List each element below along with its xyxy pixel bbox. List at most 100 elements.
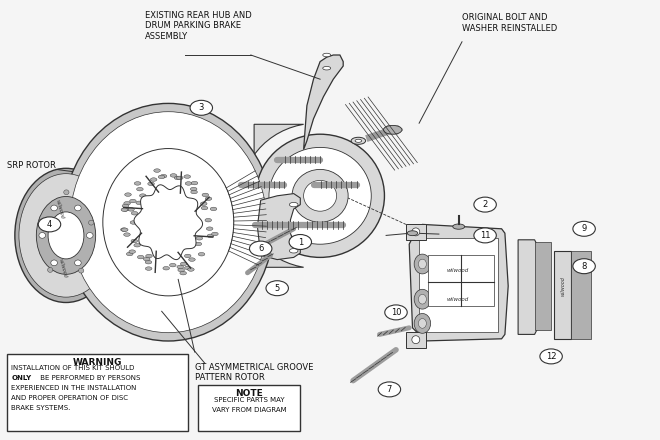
Polygon shape [571, 251, 591, 339]
Ellipse shape [412, 336, 420, 344]
Text: 3: 3 [199, 103, 204, 112]
Ellipse shape [418, 259, 426, 269]
Ellipse shape [170, 174, 177, 177]
Ellipse shape [304, 180, 337, 211]
Ellipse shape [36, 197, 96, 274]
Ellipse shape [269, 147, 371, 244]
Ellipse shape [407, 231, 418, 236]
Ellipse shape [198, 253, 205, 256]
Circle shape [474, 228, 496, 243]
Polygon shape [383, 126, 393, 130]
FancyBboxPatch shape [7, 354, 188, 431]
Ellipse shape [323, 66, 331, 70]
Ellipse shape [418, 319, 426, 328]
Text: WARNING: WARNING [73, 358, 122, 367]
Ellipse shape [185, 266, 191, 270]
Circle shape [249, 241, 272, 256]
Ellipse shape [139, 194, 146, 198]
Ellipse shape [255, 134, 384, 257]
Circle shape [573, 259, 595, 274]
Polygon shape [393, 130, 403, 134]
Text: ONLY: ONLY [11, 375, 31, 381]
Text: 9: 9 [581, 224, 587, 233]
Text: SRP ROTOR: SRP ROTOR [7, 161, 55, 169]
Ellipse shape [121, 228, 128, 231]
Text: 6: 6 [258, 244, 263, 253]
Ellipse shape [180, 271, 187, 275]
Text: 2: 2 [482, 200, 488, 209]
Ellipse shape [79, 268, 84, 273]
Ellipse shape [146, 254, 152, 258]
Ellipse shape [131, 212, 138, 215]
Polygon shape [387, 130, 397, 134]
Ellipse shape [122, 208, 129, 211]
Text: 8: 8 [581, 262, 587, 271]
Ellipse shape [202, 193, 209, 197]
Ellipse shape [127, 208, 134, 211]
Ellipse shape [205, 218, 212, 222]
Ellipse shape [134, 182, 141, 185]
Polygon shape [409, 224, 508, 341]
Ellipse shape [207, 227, 213, 231]
Polygon shape [241, 125, 304, 267]
Ellipse shape [196, 237, 203, 240]
Ellipse shape [201, 206, 208, 210]
Circle shape [38, 217, 61, 232]
Ellipse shape [187, 268, 194, 271]
Circle shape [289, 235, 312, 249]
Circle shape [385, 305, 407, 320]
Circle shape [474, 197, 496, 212]
Text: wilwood: wilwood [446, 268, 469, 273]
Text: 4: 4 [47, 220, 52, 229]
Circle shape [378, 382, 401, 397]
Ellipse shape [289, 202, 298, 207]
Ellipse shape [177, 265, 183, 269]
Ellipse shape [125, 193, 131, 196]
Polygon shape [535, 242, 551, 330]
Text: 12: 12 [546, 352, 556, 361]
Text: 7: 7 [387, 385, 392, 394]
Text: EXISTING REAR HUB AND
DRUM PARKING BRAKE
ASSEMBLY: EXISTING REAR HUB AND DRUM PARKING BRAKE… [145, 11, 252, 41]
Circle shape [266, 281, 288, 296]
Ellipse shape [129, 250, 135, 253]
Text: BRAKE SYSTEMS.: BRAKE SYSTEMS. [11, 405, 71, 411]
Ellipse shape [63, 103, 274, 341]
Ellipse shape [124, 202, 131, 205]
Ellipse shape [145, 260, 152, 264]
Polygon shape [393, 126, 403, 130]
Ellipse shape [75, 260, 81, 266]
Ellipse shape [75, 205, 81, 211]
Ellipse shape [289, 249, 298, 253]
Text: 11: 11 [480, 231, 490, 240]
Ellipse shape [163, 267, 170, 270]
Polygon shape [134, 185, 203, 260]
Text: 10: 10 [391, 308, 401, 317]
Ellipse shape [289, 238, 298, 242]
Ellipse shape [189, 258, 195, 261]
Circle shape [573, 221, 595, 236]
Ellipse shape [121, 208, 127, 212]
Ellipse shape [129, 199, 136, 203]
Polygon shape [428, 255, 494, 306]
Ellipse shape [143, 257, 150, 261]
Ellipse shape [158, 175, 165, 179]
Ellipse shape [191, 181, 198, 185]
Ellipse shape [176, 176, 183, 180]
Ellipse shape [136, 201, 143, 205]
Ellipse shape [51, 205, 57, 211]
FancyBboxPatch shape [198, 385, 300, 431]
Ellipse shape [292, 169, 348, 222]
Ellipse shape [137, 255, 144, 259]
Ellipse shape [154, 169, 160, 172]
Ellipse shape [38, 219, 44, 224]
Text: wilwood: wilwood [446, 297, 469, 302]
Ellipse shape [414, 290, 431, 309]
Ellipse shape [191, 190, 197, 194]
Ellipse shape [64, 190, 69, 195]
Ellipse shape [123, 233, 130, 236]
Ellipse shape [184, 175, 191, 178]
Polygon shape [554, 251, 571, 339]
Ellipse shape [130, 221, 137, 224]
Ellipse shape [414, 313, 431, 334]
Text: wilwood: wilwood [54, 199, 65, 219]
